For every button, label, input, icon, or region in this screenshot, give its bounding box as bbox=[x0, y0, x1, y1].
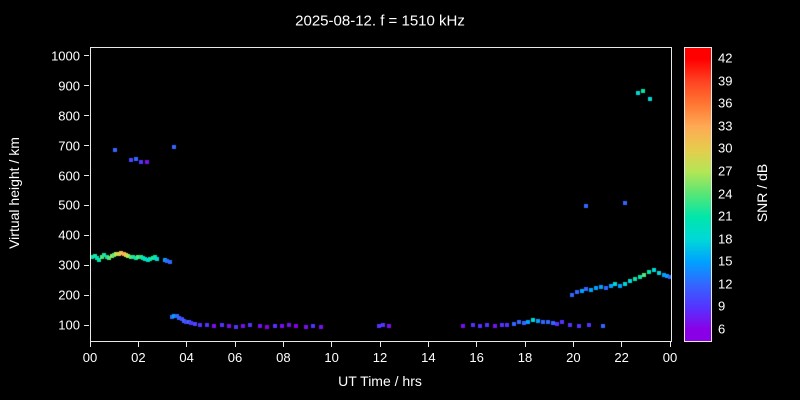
y-tick-mark bbox=[84, 85, 89, 87]
x-tick-label: 18 bbox=[517, 350, 533, 365]
y-axis-label: Virtual height / km bbox=[6, 137, 22, 249]
x-tick-label: 22 bbox=[614, 350, 629, 365]
colorbar-tick-label: 36 bbox=[718, 95, 733, 111]
y-tick-mark bbox=[84, 145, 89, 147]
y-tick-label: 1000 bbox=[51, 48, 80, 64]
x-tick-label: 14 bbox=[421, 350, 436, 365]
x-tick-mark bbox=[669, 342, 671, 347]
x-tick-label: 04 bbox=[179, 350, 194, 365]
x-tick-label: 00 bbox=[82, 350, 98, 365]
plot-canvas bbox=[91, 48, 671, 341]
y-tick-label: 300 bbox=[58, 257, 80, 273]
x-tick-mark bbox=[282, 342, 284, 347]
colorbar-tick-label: 42 bbox=[718, 50, 733, 66]
x-tick-mark bbox=[476, 342, 478, 347]
y-tick-label: 100 bbox=[58, 317, 80, 333]
colorbar-tick-label: 18 bbox=[718, 231, 733, 247]
y-tick-label: 500 bbox=[58, 197, 80, 213]
y-tick-label: 400 bbox=[58, 227, 80, 243]
y-tick-mark bbox=[84, 115, 89, 117]
colorbar-gradient bbox=[684, 47, 712, 342]
x-tick-label: 20 bbox=[566, 350, 581, 365]
colorbar-tick-label: 12 bbox=[718, 276, 733, 292]
x-tick-label: 12 bbox=[372, 350, 388, 365]
colorbar-tick-label: 27 bbox=[718, 163, 733, 179]
y-tick-label: 600 bbox=[58, 168, 80, 184]
y-tick-label: 200 bbox=[58, 287, 80, 303]
y-tick-mark bbox=[84, 234, 89, 236]
y-tick-mark bbox=[84, 55, 89, 57]
colorbar-tick-label: 24 bbox=[718, 186, 733, 201]
y-tick-mark bbox=[84, 175, 89, 177]
x-tick-mark bbox=[89, 342, 91, 347]
x-tick-mark bbox=[524, 342, 526, 347]
y-tick-label: 700 bbox=[58, 138, 80, 154]
x-tick-mark bbox=[379, 342, 381, 347]
x-tick-mark bbox=[621, 342, 623, 347]
chart-title: 2025-08-12. f = 1510 kHz bbox=[295, 12, 465, 30]
y-tick-mark bbox=[84, 204, 89, 206]
y-tick-mark bbox=[84, 264, 89, 266]
colorbar-tick-label: 6 bbox=[718, 321, 726, 337]
x-tick-mark bbox=[331, 342, 333, 347]
colorbar-tick-label: 15 bbox=[718, 253, 733, 269]
colorbar-tick-label: 9 bbox=[718, 298, 726, 314]
y-tick-mark bbox=[84, 324, 89, 326]
x-tick-label: 02 bbox=[131, 350, 146, 365]
y-tick-label: 900 bbox=[58, 78, 80, 94]
y-tick-label: 800 bbox=[58, 108, 80, 124]
colorbar-tick-label: 30 bbox=[718, 140, 733, 156]
x-tick-label: 16 bbox=[469, 350, 484, 365]
x-tick-mark bbox=[234, 342, 236, 347]
y-tick-mark bbox=[84, 294, 89, 296]
x-tick-mark bbox=[427, 342, 429, 347]
x-tick-label: 06 bbox=[227, 350, 243, 365]
colorbar-label: SNR / dB bbox=[754, 163, 770, 223]
x-tick-label: 00 bbox=[662, 350, 678, 365]
plot-area bbox=[90, 47, 672, 342]
colorbar-tick-label: 21 bbox=[718, 208, 733, 224]
x-tick-mark bbox=[186, 342, 188, 347]
x-tick-mark bbox=[137, 342, 139, 347]
x-axis-label: UT Time / hrs bbox=[338, 373, 422, 389]
x-tick-mark bbox=[572, 342, 574, 347]
colorbar-tick-label: 33 bbox=[718, 118, 733, 134]
x-tick-label: 10 bbox=[324, 350, 339, 365]
colorbar-tick-label: 39 bbox=[718, 73, 733, 89]
x-tick-label: 08 bbox=[276, 350, 291, 365]
